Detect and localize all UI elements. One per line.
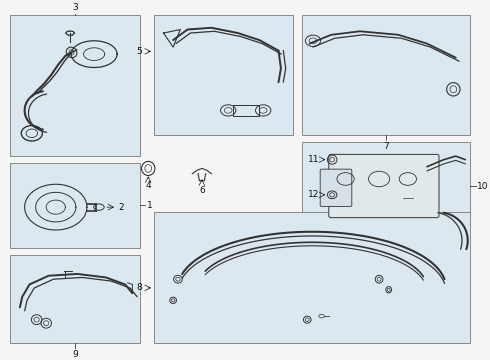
Text: 4: 4 (146, 181, 151, 190)
Text: 5: 5 (136, 47, 142, 56)
FancyBboxPatch shape (10, 255, 140, 342)
Text: 11: 11 (308, 155, 319, 164)
FancyBboxPatch shape (302, 15, 470, 135)
Text: 3: 3 (72, 3, 78, 12)
FancyBboxPatch shape (154, 15, 293, 135)
FancyBboxPatch shape (10, 163, 140, 248)
Bar (233, 105, 259, 116)
FancyBboxPatch shape (329, 154, 439, 218)
FancyBboxPatch shape (320, 169, 352, 206)
Text: 2: 2 (118, 203, 123, 212)
Text: 12: 12 (308, 190, 319, 199)
Text: 6: 6 (199, 186, 205, 195)
Text: 8: 8 (136, 283, 142, 292)
FancyBboxPatch shape (302, 142, 470, 230)
Text: 10: 10 (477, 181, 489, 190)
FancyBboxPatch shape (154, 212, 470, 342)
Text: 9: 9 (72, 350, 78, 359)
Text: 1: 1 (147, 201, 152, 210)
Text: 7: 7 (383, 142, 389, 151)
FancyBboxPatch shape (10, 15, 140, 156)
